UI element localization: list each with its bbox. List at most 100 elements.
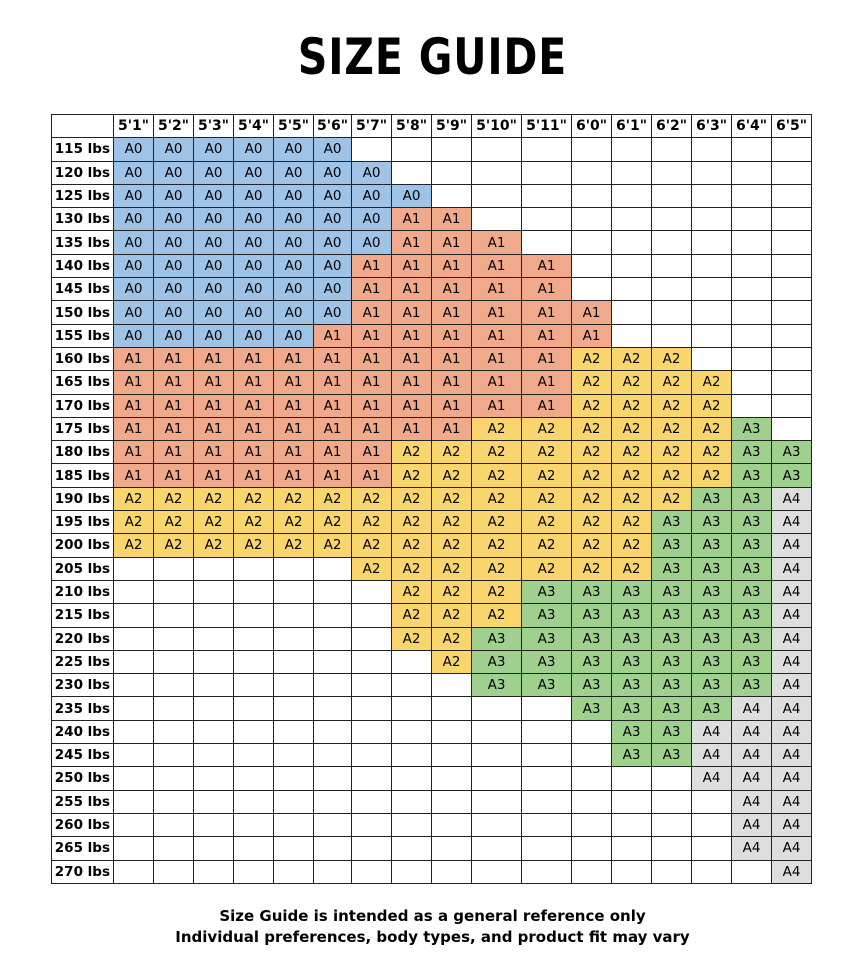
weight-label: 210 lbs xyxy=(51,579,114,605)
empty-cell xyxy=(313,673,352,698)
size-cell: A3 xyxy=(691,626,732,651)
empty-cell xyxy=(233,649,274,675)
size-cell: A1 xyxy=(273,393,314,418)
size-cell: A2 xyxy=(313,510,352,535)
empty-cell xyxy=(431,859,472,884)
empty-cell xyxy=(351,137,392,162)
height-header: 5'6" xyxy=(313,113,352,139)
empty-cell xyxy=(431,160,472,185)
size-cell: A0 xyxy=(193,137,234,162)
size-cell: A1 xyxy=(233,416,274,442)
size-cell: A3 xyxy=(731,416,772,442)
size-cell: A2 xyxy=(571,486,612,512)
empty-cell xyxy=(391,743,432,768)
empty-cell xyxy=(193,673,234,698)
size-cell: A1 xyxy=(313,370,352,395)
empty-cell xyxy=(313,603,352,628)
empty-cell xyxy=(193,603,234,628)
size-cell: A0 xyxy=(153,230,194,255)
size-cell: A2 xyxy=(611,370,652,395)
size-cell: A2 xyxy=(273,533,314,558)
empty-cell xyxy=(313,626,352,651)
size-cell: A0 xyxy=(313,300,352,325)
size-cell: A2 xyxy=(351,533,392,558)
empty-cell xyxy=(273,812,314,838)
empty-cell xyxy=(521,859,572,884)
size-cell: A2 xyxy=(193,486,234,512)
empty-cell xyxy=(153,649,194,675)
size-cell: A2 xyxy=(651,486,692,512)
size-cell: A1 xyxy=(431,346,472,372)
empty-cell xyxy=(273,556,314,581)
size-cell: A1 xyxy=(521,300,572,325)
empty-cell xyxy=(313,579,352,605)
size-cell: A3 xyxy=(731,533,772,558)
size-cell: A1 xyxy=(471,230,522,255)
empty-cell xyxy=(471,207,522,232)
size-cell: A2 xyxy=(391,579,432,605)
empty-cell xyxy=(193,556,234,581)
empty-cell xyxy=(571,137,612,162)
empty-cell xyxy=(233,859,274,884)
size-cell: A1 xyxy=(233,346,274,372)
empty-cell xyxy=(611,230,652,255)
size-cell: A1 xyxy=(471,253,522,279)
empty-cell xyxy=(471,859,522,884)
empty-cell xyxy=(611,277,652,302)
empty-cell xyxy=(273,626,314,651)
empty-cell xyxy=(273,696,314,721)
size-cell: A1 xyxy=(153,440,194,465)
empty-cell xyxy=(273,743,314,768)
empty-cell xyxy=(233,603,274,628)
size-cell: A2 xyxy=(651,370,692,395)
empty-cell xyxy=(771,300,812,325)
weight-label: 255 lbs xyxy=(51,789,114,814)
size-cell: A4 xyxy=(731,836,772,861)
size-cell: A2 xyxy=(571,556,612,581)
empty-cell xyxy=(771,183,812,209)
size-cell: A2 xyxy=(431,486,472,512)
weight-label: 115 lbs xyxy=(51,137,114,162)
height-header: 5'4" xyxy=(233,113,274,139)
size-cell: A4 xyxy=(771,859,812,884)
size-cell: A2 xyxy=(471,579,522,605)
empty-cell xyxy=(731,323,772,348)
empty-cell xyxy=(731,277,772,302)
empty-cell xyxy=(233,812,274,838)
empty-cell xyxy=(731,300,772,325)
size-cell: A1 xyxy=(313,346,352,372)
size-cell: A1 xyxy=(351,253,392,279)
size-cell: A1 xyxy=(521,346,572,372)
size-cell: A3 xyxy=(471,649,522,675)
empty-cell xyxy=(351,673,392,698)
empty-cell xyxy=(521,789,572,814)
size-cell: A2 xyxy=(113,510,154,535)
size-cell: A0 xyxy=(113,137,154,162)
empty-cell xyxy=(313,859,352,884)
empty-cell xyxy=(471,696,522,721)
empty-cell xyxy=(651,230,692,255)
size-cell: A2 xyxy=(571,393,612,418)
size-cell: A3 xyxy=(651,649,692,675)
size-cell: A2 xyxy=(391,463,432,488)
empty-cell xyxy=(193,579,234,605)
weight-label: 245 lbs xyxy=(51,743,114,768)
size-cell: A1 xyxy=(313,440,352,465)
size-cell: A3 xyxy=(571,603,612,628)
empty-cell xyxy=(771,416,812,442)
empty-cell xyxy=(233,719,274,745)
empty-cell xyxy=(273,719,314,745)
empty-cell xyxy=(113,789,154,814)
size-cell: A0 xyxy=(273,207,314,232)
empty-cell xyxy=(571,183,612,209)
size-cell: A2 xyxy=(571,533,612,558)
size-cell: A1 xyxy=(431,253,472,279)
empty-cell xyxy=(471,743,522,768)
empty-cell xyxy=(431,673,472,698)
empty-cell xyxy=(471,183,522,209)
empty-cell xyxy=(571,836,612,861)
size-cell: A0 xyxy=(153,160,194,185)
size-cell: A3 xyxy=(691,649,732,675)
size-cell: A0 xyxy=(313,207,352,232)
size-cell: A1 xyxy=(351,277,392,302)
